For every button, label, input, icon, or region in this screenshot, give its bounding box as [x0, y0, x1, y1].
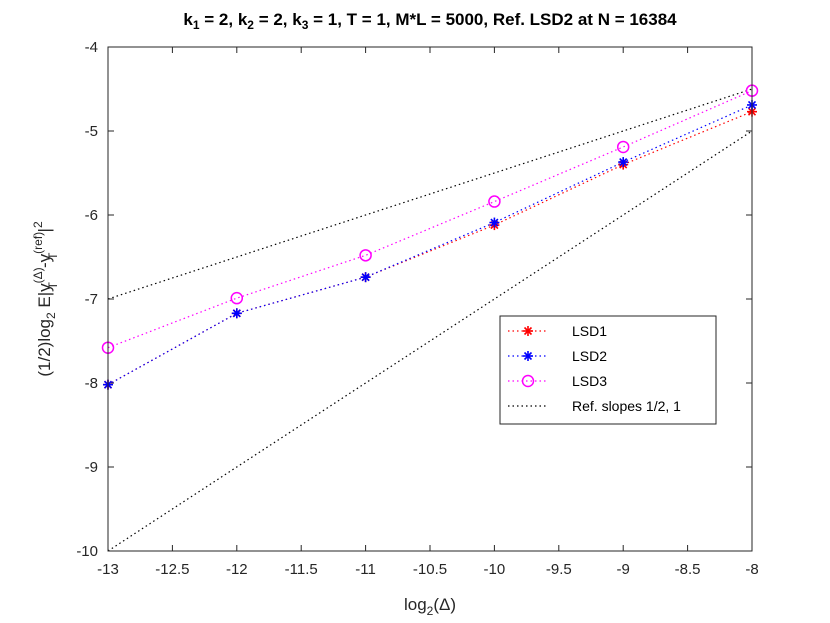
- lsd2-point: [231, 308, 242, 319]
- legend-marker-lsd2: [523, 351, 533, 361]
- x-tick-label: -9: [617, 561, 630, 578]
- reference-slope-line: [107, 88, 753, 300]
- x-tick-label: -8: [745, 561, 758, 578]
- y-tick-label: -7: [85, 291, 98, 308]
- y-axis-label: (1/2)log2 E|y(Δ)T-y(ref)T|2: [31, 221, 60, 377]
- y-tick-label: -6: [85, 207, 98, 224]
- lsd2-line: [107, 104, 753, 386]
- lsd3-point: [616, 140, 630, 154]
- legend-label-lsd3: LSD3: [572, 373, 607, 389]
- reference-lines: [107, 88, 753, 552]
- x-tick-label: -12: [226, 561, 248, 578]
- legend: LSD1 LSD2 LSD3 Ref. slopes 1/2, 1: [499, 315, 717, 425]
- x-axis-label: log2(Δ): [404, 595, 456, 618]
- lsd3-point: [488, 195, 501, 208]
- lsd3-point: [359, 249, 372, 262]
- legend-marker-lsd3: [521, 374, 535, 388]
- x-tick-label: -9.5: [546, 561, 572, 578]
- chart-title: k1 = 2, k2 = 2, k3 = 1, T = 1, M*L = 500…: [183, 10, 677, 32]
- tick-marks: [107, 46, 753, 552]
- x-tick-label: -11: [355, 561, 376, 578]
- legend-marker-lsd2-stroke: [523, 351, 533, 361]
- legend-label-lsd1: LSD1: [572, 323, 607, 339]
- lsd2-point: [360, 272, 371, 283]
- y-tick-label: -8: [85, 375, 98, 392]
- series-lines: [107, 90, 753, 386]
- lsd2-point-stroke: [619, 158, 628, 167]
- lsd2-point-stroke: [490, 218, 499, 227]
- legend-marker-lsd1: [523, 326, 533, 336]
- lsd3-line: [107, 90, 753, 349]
- plot-area-border: [107, 46, 753, 552]
- lsd3-point: [230, 291, 244, 305]
- x-tick-label: -11.5: [285, 561, 318, 578]
- lsd2-point-stroke: [361, 273, 370, 282]
- legend-label-lsd2: LSD2: [572, 348, 607, 364]
- y-tick-label: -9: [85, 459, 98, 476]
- y-tick-label: -4: [85, 39, 98, 56]
- lsd2-point-stroke: [232, 309, 241, 318]
- x-tick-label: -12.5: [155, 561, 189, 578]
- legend-label-ref-slopes-1-2-1: Ref. slopes 1/2, 1: [572, 398, 681, 414]
- y-tick-label: -5: [85, 123, 98, 140]
- lsd2-point: [618, 157, 629, 168]
- y-tick-label: -10: [76, 543, 98, 560]
- x-tick-label: -13: [97, 561, 119, 578]
- x-tick-label: -10: [484, 561, 506, 578]
- legend-marker-lsd1-stroke: [523, 326, 533, 336]
- x-tick-label: -8.5: [675, 561, 701, 578]
- x-tick-label: -10.5: [413, 561, 447, 578]
- tick-labels: -13 -12.5 -12 -11.5 -11 -10.5 -10 -9.5 -9 -8.5 -8 -…: [76, 39, 758, 578]
- lsd2-point: [489, 217, 500, 228]
